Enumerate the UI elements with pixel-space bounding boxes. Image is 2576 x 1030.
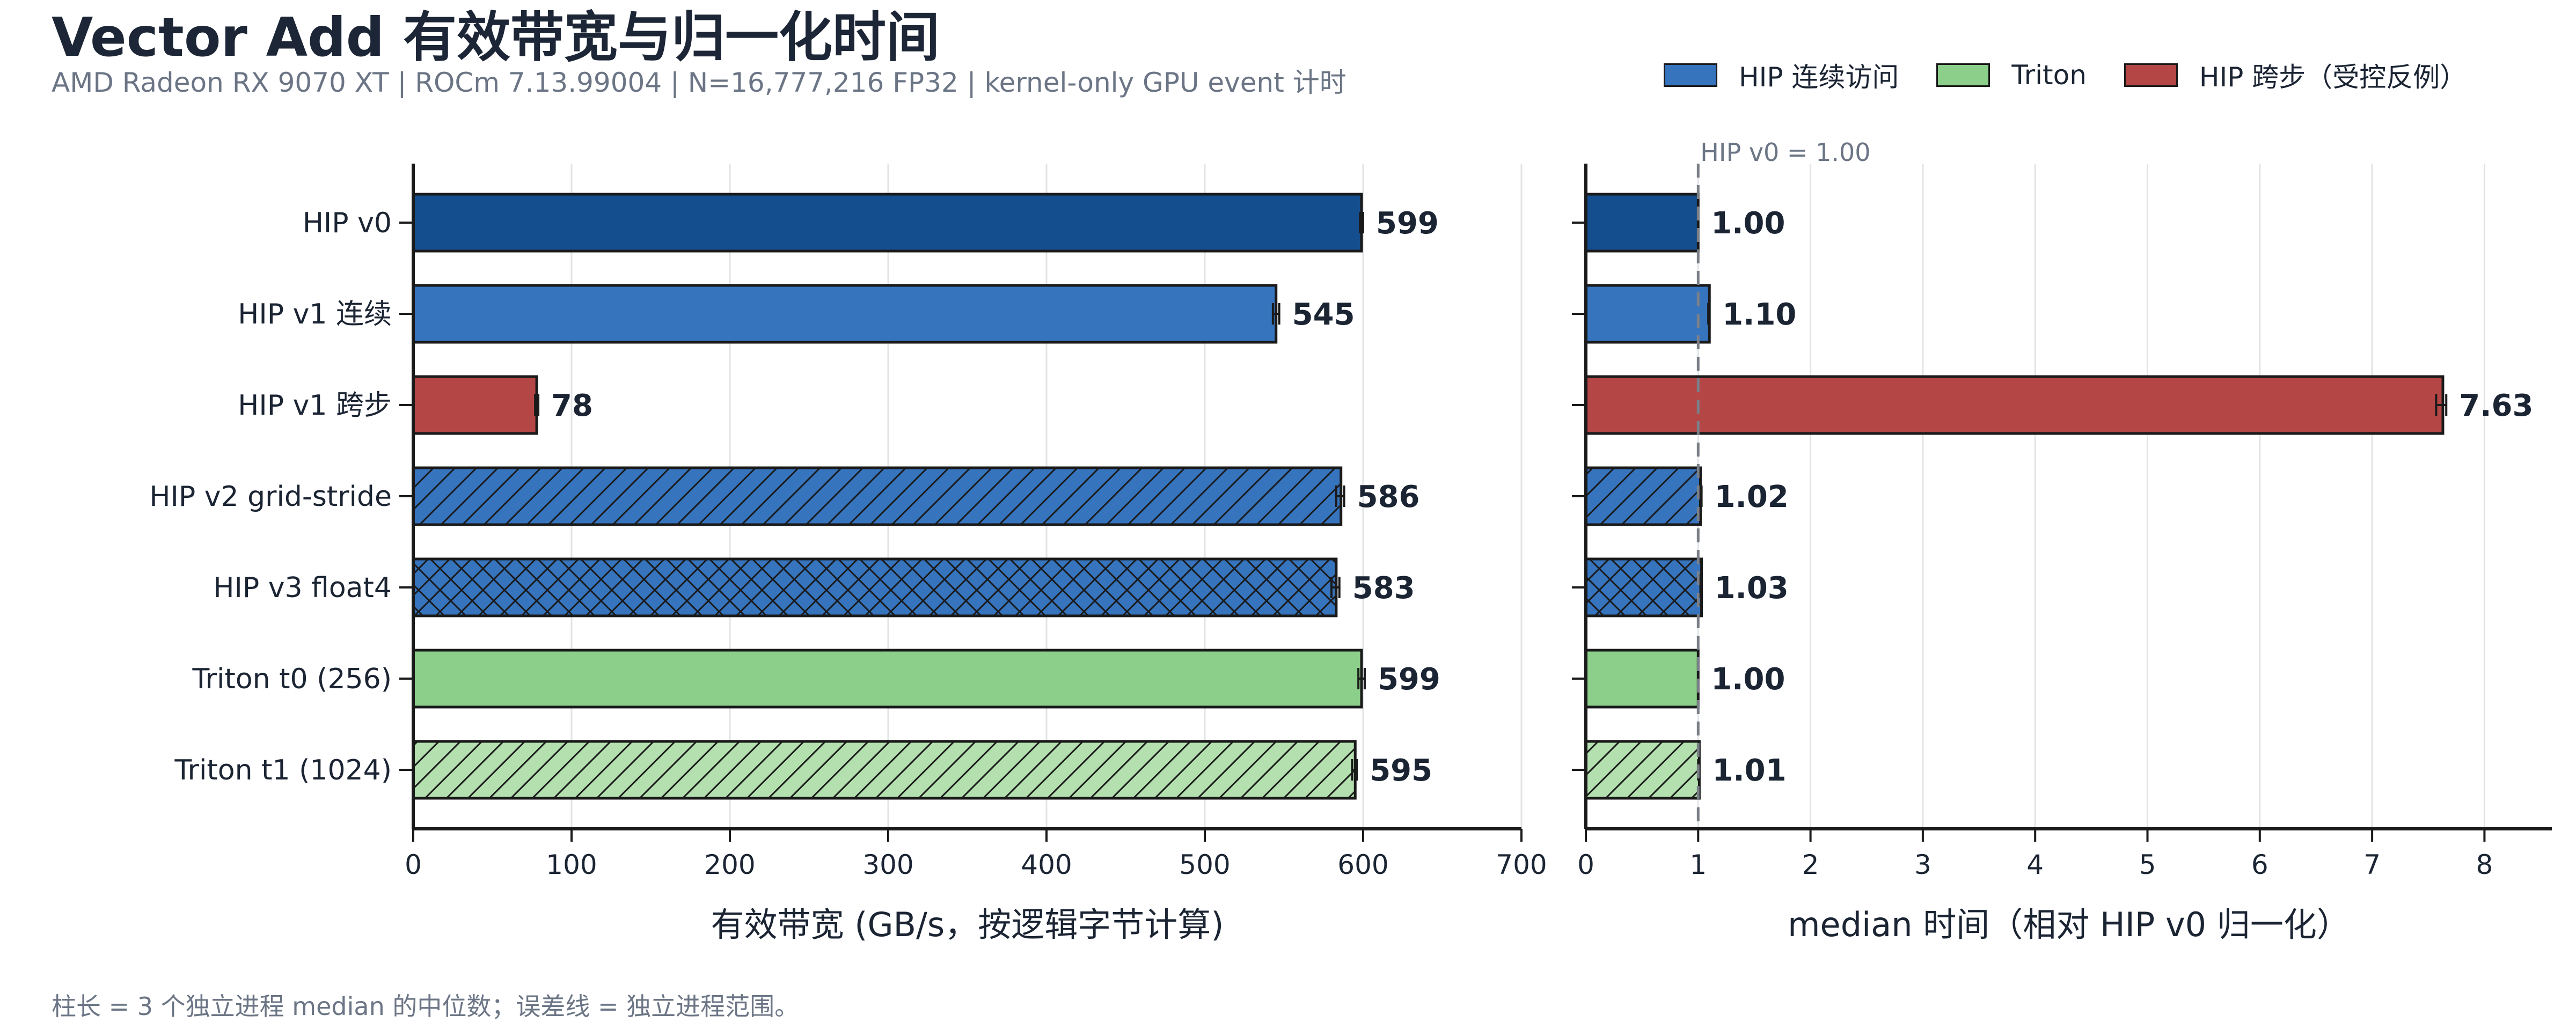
bar-hatch (413, 741, 1356, 798)
data-label: 545 (1292, 297, 1355, 332)
x-tick-label: 8 (2476, 849, 2493, 880)
legend-item-hip-contiguous: HIP 连续访问 (1664, 56, 1899, 94)
legend-swatch-triton (1936, 63, 1990, 87)
legend-label: Triton (2011, 60, 2087, 91)
bar (413, 650, 1362, 707)
x-tick-label: 500 (1179, 849, 1230, 880)
category-label: HIP v2 grid-stride (149, 481, 392, 513)
x-tick-label: 0 (1577, 849, 1594, 880)
bar (1586, 377, 2443, 433)
x-tick-label: 4 (2026, 849, 2044, 880)
x-tick-label: 7 (2363, 849, 2381, 880)
bar (1586, 285, 1710, 342)
bar (1586, 194, 1699, 251)
x-tick-label: 400 (1021, 849, 1072, 880)
legend: HIP 连续访问 Triton HIP 跨步（受控反例） (1664, 56, 2467, 94)
bar (413, 285, 1276, 342)
x-tick-label: 1 (1689, 849, 1707, 880)
legend-item-hip-strided: HIP 跨步（受控反例） (2124, 56, 2467, 94)
data-label: 586 (1357, 480, 1420, 514)
category-label: Triton t0 (256) (192, 663, 392, 695)
chart-subtitle: AMD Radeon RX 9070 XT | ROCm 7.13.99004 … (52, 67, 1346, 98)
bar (413, 377, 537, 433)
legend-item-triton: Triton (1936, 60, 2087, 91)
x-axis-title: median 时间（相对 HIP v0 归一化） (1788, 905, 2350, 944)
data-label: 1.00 (1711, 206, 1785, 241)
footer-note: 柱长 = 3 个独立进程 median 的中位数；误差线 = 独立进程范围。 (52, 992, 800, 1021)
data-label: 1.02 (1715, 480, 1789, 514)
data-label: 1.03 (1715, 571, 1789, 606)
x-axis-title: 有效带宽 (GB/s，按逻辑字节计算) (711, 905, 1224, 944)
bandwidth-panel: 599 HIP v0 545 HIP v1 连续 78 HIP v1 跨步 586 HIP v… (149, 164, 1547, 944)
bar-hatch (1586, 559, 1702, 616)
data-label: 599 (1378, 662, 1440, 697)
normalized-time-panel: HIP v0 = 1.00 1.00 1.10 7.63 1.02 1.03 1.00 1.0… (1572, 138, 2552, 944)
chart-title: Vector Add 有效带宽与归一化时间 (52, 6, 940, 69)
data-label: 583 (1352, 571, 1415, 606)
x-tick-label: 600 (1337, 849, 1388, 880)
legend-label: HIP 跨步（受控反例） (2199, 62, 2467, 93)
category-label: HIP v1 跨步 (238, 389, 392, 422)
data-label: 7.63 (2459, 388, 2533, 423)
x-tick-label: 300 (862, 849, 913, 880)
category-label: HIP v3 float4 (213, 572, 392, 604)
bar-hatch (413, 468, 1341, 525)
legend-swatch-hip-strided (2124, 63, 2178, 87)
bar (413, 194, 1362, 251)
bar-hatch (413, 559, 1336, 616)
x-tick-label: 6 (2251, 849, 2268, 880)
category-label: HIP v0 (303, 207, 392, 239)
data-label: 595 (1370, 753, 1432, 788)
data-label: 1.01 (1712, 753, 1786, 788)
category-label: Triton t1 (1024) (174, 754, 392, 786)
legend-swatch-hip-contiguous (1664, 63, 1717, 87)
legend-label: HIP 连续访问 (1739, 62, 1899, 93)
bar-hatch (1586, 741, 1700, 798)
data-label: 78 (551, 388, 593, 423)
reference-line-label: HIP v0 = 1.00 (1700, 138, 1870, 167)
data-label: 599 (1376, 206, 1439, 241)
x-tick-label: 200 (704, 849, 755, 880)
data-label: 1.00 (1711, 662, 1785, 697)
x-tick-label: 2 (1802, 849, 1819, 880)
x-tick-label: 3 (1914, 849, 1931, 880)
bar-hatch (1586, 468, 1701, 525)
x-tick-label: 700 (1496, 849, 1547, 880)
x-tick-label: 100 (546, 849, 597, 880)
bar (1586, 650, 1699, 707)
data-label: 1.10 (1722, 297, 1796, 332)
x-tick-label: 5 (2139, 849, 2156, 880)
category-label: HIP v1 连续 (238, 298, 392, 330)
x-tick-label: 0 (405, 849, 422, 880)
